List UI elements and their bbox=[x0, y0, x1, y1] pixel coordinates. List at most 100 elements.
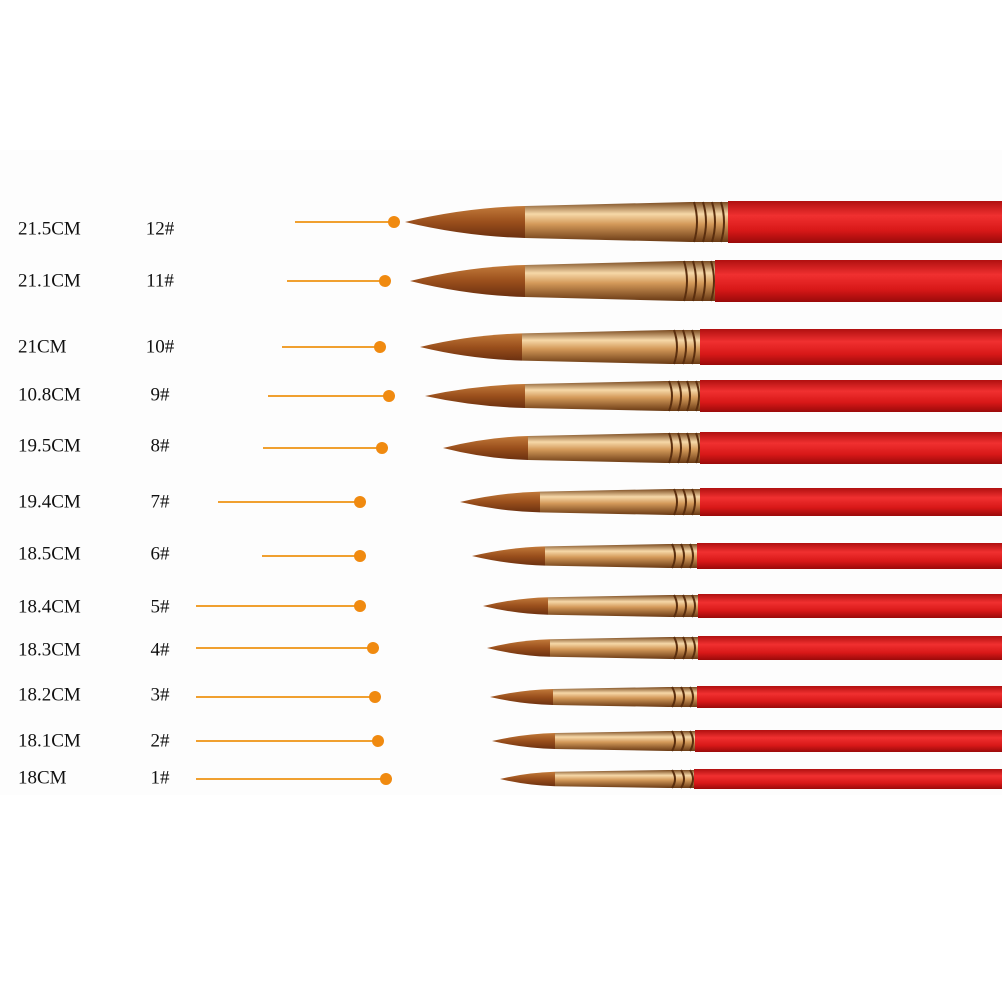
bristles bbox=[500, 771, 555, 787]
crimp bbox=[683, 260, 688, 302]
crimp bbox=[671, 543, 676, 569]
crimp bbox=[682, 488, 687, 516]
crimp bbox=[689, 686, 694, 708]
crimp bbox=[680, 730, 685, 752]
crimp bbox=[701, 260, 706, 302]
length-label: 10.8CM bbox=[18, 384, 81, 405]
crimp bbox=[693, 201, 698, 243]
crimp bbox=[689, 543, 694, 569]
crimp bbox=[682, 636, 687, 660]
handle bbox=[694, 769, 1002, 789]
pointer-dot bbox=[369, 691, 381, 703]
bristles bbox=[425, 384, 525, 408]
bristles bbox=[410, 265, 525, 297]
pointer-dot bbox=[374, 341, 386, 353]
pointer-dot bbox=[376, 442, 388, 454]
crimp bbox=[689, 769, 694, 789]
crimp bbox=[671, 769, 676, 789]
pointer-dot bbox=[367, 642, 379, 654]
crimp bbox=[695, 432, 700, 464]
pointer-dot bbox=[380, 773, 392, 785]
size-label: 1# bbox=[151, 767, 171, 788]
bristles bbox=[460, 491, 540, 513]
crimp bbox=[702, 201, 707, 243]
ferrule bbox=[525, 202, 728, 242]
bristles bbox=[483, 597, 548, 615]
ferrule bbox=[528, 433, 700, 463]
pointer-dot bbox=[372, 735, 384, 747]
length-label: 18CM bbox=[18, 767, 67, 788]
brush-list: 21.5CM 12# 21.1CM 11# 21CM 10# 10.8CM 9# 19.5CM 8… bbox=[18, 201, 1002, 789]
ferrule bbox=[525, 261, 715, 301]
crimp bbox=[689, 730, 694, 752]
ferrule bbox=[522, 330, 700, 364]
bristles bbox=[405, 206, 525, 238]
length-label: 18.2CM bbox=[18, 684, 81, 705]
crimp bbox=[671, 730, 676, 752]
length-label: 19.4CM bbox=[18, 491, 81, 512]
ferrule bbox=[555, 731, 695, 751]
crimp bbox=[691, 594, 696, 618]
crimp bbox=[691, 488, 696, 516]
ferrule bbox=[525, 381, 700, 411]
handle bbox=[728, 201, 1002, 243]
crimp bbox=[686, 380, 691, 412]
ferrule bbox=[553, 687, 697, 707]
length-label: 18.4CM bbox=[18, 596, 81, 617]
handle bbox=[700, 432, 1002, 464]
size-label: 5# bbox=[151, 596, 171, 617]
length-label: 21CM bbox=[18, 336, 67, 357]
handle bbox=[700, 380, 1002, 412]
length-label: 19.5CM bbox=[18, 435, 81, 456]
crimp bbox=[671, 686, 676, 708]
bristles bbox=[472, 546, 545, 566]
handle bbox=[698, 636, 1002, 660]
handle bbox=[700, 329, 1002, 365]
crimp bbox=[680, 769, 685, 789]
crimp bbox=[682, 329, 687, 365]
crimp bbox=[673, 594, 678, 618]
ferrule bbox=[540, 489, 700, 515]
length-label: 18.1CM bbox=[18, 730, 81, 751]
ferrule bbox=[548, 595, 698, 617]
pointer-dot bbox=[354, 550, 366, 562]
size-label: 8# bbox=[151, 435, 171, 456]
crimp bbox=[677, 432, 682, 464]
handle bbox=[715, 260, 1002, 302]
pointer-dot bbox=[383, 390, 395, 402]
crimp bbox=[691, 329, 696, 365]
bristles bbox=[443, 436, 528, 460]
handle bbox=[697, 543, 1002, 569]
crimp bbox=[680, 543, 685, 569]
handle bbox=[695, 730, 1002, 752]
size-label: 3# bbox=[151, 684, 171, 705]
size-label: 11# bbox=[146, 270, 174, 291]
crimp bbox=[720, 201, 725, 243]
handle bbox=[697, 686, 1002, 708]
crimp bbox=[695, 380, 700, 412]
size-label: 9# bbox=[151, 384, 171, 405]
crimp bbox=[686, 432, 691, 464]
size-label: 12# bbox=[146, 218, 175, 239]
size-label: 6# bbox=[151, 543, 171, 564]
crimp bbox=[680, 686, 685, 708]
pointer-dot bbox=[379, 275, 391, 287]
crimp bbox=[691, 636, 696, 660]
bristles bbox=[490, 689, 553, 705]
pointer-dot bbox=[388, 216, 400, 228]
handle bbox=[698, 594, 1002, 618]
ferrule bbox=[545, 544, 697, 568]
crimp bbox=[677, 380, 682, 412]
crimp bbox=[668, 432, 673, 464]
size-label: 4# bbox=[151, 639, 171, 660]
handle bbox=[700, 488, 1002, 516]
crimp bbox=[711, 201, 716, 243]
pointer-dot bbox=[354, 600, 366, 612]
crimp bbox=[673, 488, 678, 516]
pointer-dot bbox=[354, 496, 366, 508]
ferrule bbox=[550, 637, 698, 659]
crimp bbox=[710, 260, 715, 302]
bristles bbox=[487, 639, 550, 657]
bristles bbox=[492, 733, 555, 749]
